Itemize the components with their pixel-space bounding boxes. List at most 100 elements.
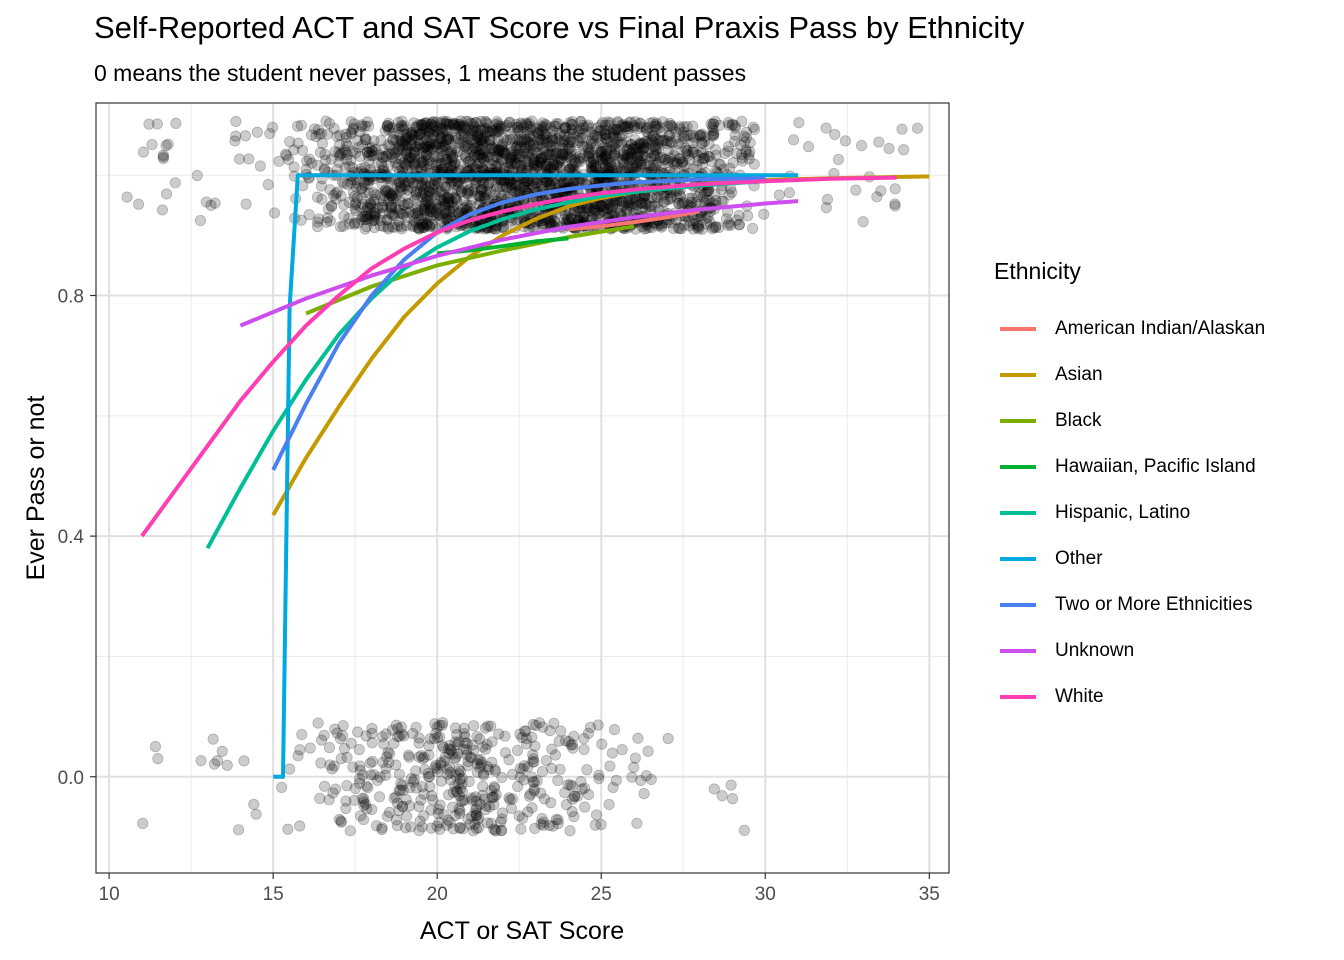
scatter-point (729, 122, 742, 134)
scatter-point (472, 140, 484, 152)
scatter-point (520, 156, 533, 168)
scatter-point (315, 180, 327, 192)
scatter-point (618, 200, 630, 213)
scatter-point (676, 137, 688, 149)
scatter-point (401, 179, 413, 191)
scatter-point (457, 136, 470, 148)
scatter-point (609, 138, 621, 150)
scatter-point (137, 817, 149, 829)
scatter-point (415, 118, 427, 131)
scatter-point (678, 126, 690, 138)
scatter-point (703, 194, 715, 206)
scatter-point (566, 211, 578, 223)
scatter-point (609, 146, 621, 159)
scatter-point (510, 179, 522, 191)
scatter-point (561, 152, 573, 164)
scatter-point (394, 185, 407, 197)
scatter-point (544, 217, 556, 229)
scatter-point (463, 155, 475, 168)
scatter-point (454, 120, 466, 132)
scatter-point (594, 146, 607, 159)
scatter-point (408, 158, 420, 170)
scatter-point (476, 132, 488, 144)
scatter-point (640, 770, 652, 782)
scatter-point (149, 741, 162, 753)
scatter-point (315, 757, 327, 769)
scatter-point (343, 218, 356, 230)
scatter-point (505, 122, 518, 134)
scatter-point (582, 143, 595, 155)
scatter-point (574, 115, 587, 128)
scatter-point (896, 123, 908, 135)
scatter-point (291, 120, 304, 132)
scatter-point (300, 163, 312, 175)
scatter-point (639, 135, 652, 147)
scatter-point (691, 160, 703, 172)
scatter-point (577, 211, 589, 223)
scatter-point (515, 182, 527, 194)
scatter-point (676, 156, 689, 168)
scatter-point (495, 120, 507, 133)
scatter-point (657, 134, 669, 146)
scatter-point (537, 129, 549, 141)
scatter-point (152, 753, 164, 765)
scatter-point (403, 152, 416, 164)
scatter-point (487, 154, 499, 166)
scatter-point (408, 117, 420, 129)
scatter-point (311, 159, 323, 171)
scatter-point (469, 183, 481, 195)
scatter-point (650, 133, 662, 145)
scatter-point (523, 117, 535, 130)
scatter-point (433, 152, 445, 164)
scatter-point (369, 209, 381, 221)
scatter-point (626, 154, 638, 166)
scatter-point (379, 125, 391, 137)
x-tick-label: 30 (755, 884, 776, 905)
scatter-point (663, 130, 675, 142)
y-tick-label: 0.0 (58, 768, 84, 789)
scatter-point (561, 138, 574, 150)
scatter-point (335, 190, 347, 202)
scatter-point (733, 219, 745, 231)
scatter-point (442, 133, 455, 145)
scatter-point (416, 203, 428, 215)
scatter-point (626, 197, 639, 210)
scatter-point (276, 781, 288, 793)
scatter-point (673, 222, 686, 235)
scatter-point (559, 122, 571, 134)
scatter-point (439, 142, 451, 154)
scatter-point (783, 187, 796, 199)
scatter-point (611, 126, 624, 138)
scatter-point (747, 121, 759, 133)
scatter-point (514, 762, 526, 775)
scatter-point (330, 193, 342, 205)
scatter-point (377, 195, 390, 207)
legend-item: Asian (994, 352, 1265, 398)
scatter-point (410, 765, 422, 777)
scatter-point (358, 796, 370, 808)
scatter-point (706, 121, 719, 134)
scatter-point (594, 207, 606, 219)
scatter-point (631, 817, 643, 829)
scatter-point (401, 131, 413, 144)
scatter-point (377, 143, 389, 155)
scatter-point (576, 140, 589, 152)
scatter-point (397, 138, 409, 150)
scatter-point (742, 210, 754, 222)
scatter-point (422, 143, 434, 155)
scatter-point (638, 223, 651, 235)
scatter-point (534, 156, 546, 169)
scatter-point (385, 201, 398, 213)
scatter-point (643, 121, 655, 133)
scatter-point (492, 159, 505, 171)
scatter-point (572, 137, 584, 149)
scatter-point (606, 747, 618, 759)
scatter-point (383, 207, 395, 219)
scatter-point (458, 127, 471, 140)
scatter-point (524, 788, 537, 800)
scatter-point (449, 159, 461, 171)
scatter-point (646, 191, 658, 204)
scatter-point (551, 147, 563, 159)
scatter-point (450, 123, 462, 135)
scatter-point (472, 130, 484, 142)
